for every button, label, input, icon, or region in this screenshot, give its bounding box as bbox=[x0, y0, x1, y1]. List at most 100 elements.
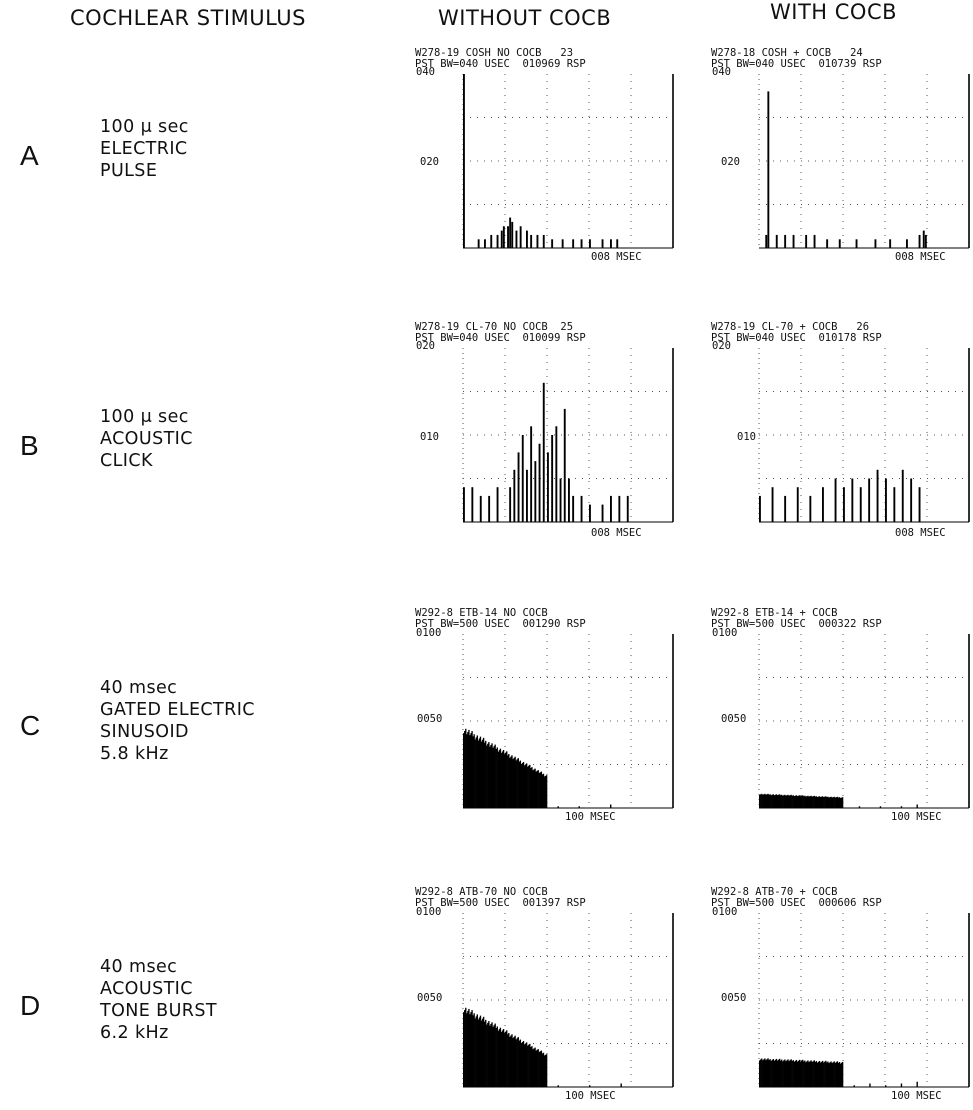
histogram-bar bbox=[559, 478, 562, 522]
histogram-bar bbox=[519, 760, 522, 808]
histogram-bar bbox=[536, 234, 539, 248]
histogram-bar bbox=[803, 1061, 805, 1087]
histogram-bar bbox=[484, 742, 486, 808]
histogram-bar bbox=[484, 1021, 486, 1087]
histogram-bar bbox=[536, 770, 538, 808]
histogram-bar bbox=[761, 1058, 763, 1087]
histogram-bar bbox=[479, 495, 482, 522]
histogram-bar bbox=[536, 1049, 538, 1087]
histogram-bar bbox=[767, 1058, 769, 1087]
histogram-bar bbox=[782, 795, 784, 808]
histogram-bar bbox=[825, 796, 827, 808]
histogram-bar bbox=[776, 1060, 779, 1087]
stimulus-d-line: TONE BURST bbox=[100, 1001, 217, 1021]
panel-header: W292-8 ETB-14 + COCB PST BW=500 USEC 000… bbox=[711, 607, 882, 630]
histogram-bar bbox=[791, 1060, 793, 1087]
histogram-bar bbox=[796, 796, 799, 808]
histogram-bar bbox=[765, 234, 768, 248]
histogram-bar bbox=[503, 1033, 506, 1087]
histogram-bar bbox=[766, 1059, 768, 1087]
histogram-bar bbox=[521, 1041, 524, 1087]
stimulus-a-line: 100 μ sec bbox=[100, 117, 189, 137]
panel-header: W278-18 COSH + COCB 24 PST BW=040 USEC 0… bbox=[711, 47, 882, 70]
stimulus-b-line: 100 μ sec bbox=[100, 407, 189, 427]
histogram-bar bbox=[524, 1043, 527, 1087]
histogram-bar bbox=[494, 1023, 496, 1087]
histogram-bar bbox=[763, 794, 765, 808]
histogram-bar bbox=[474, 1018, 476, 1087]
histogram-bar bbox=[484, 239, 486, 248]
histogram-bar bbox=[820, 796, 823, 808]
histogram-bar bbox=[589, 239, 591, 248]
histogram-bar bbox=[506, 1030, 508, 1087]
histogram-bar bbox=[498, 750, 501, 808]
histogram-bar bbox=[464, 730, 466, 808]
histogram-bar bbox=[551, 239, 554, 248]
histogram-bar bbox=[770, 795, 772, 808]
stimulus-a: 100 μ sec ELECTRIC PULSE bbox=[100, 116, 189, 182]
histogram-bar bbox=[773, 795, 776, 808]
histogram-bar bbox=[841, 1061, 844, 1087]
histogram-bar bbox=[776, 795, 779, 808]
histogram-bar bbox=[759, 1060, 761, 1087]
histogram-panel-c-without: W292-8 ETB-14 NO COCB PST BW=500 USEC 00… bbox=[415, 608, 675, 826]
histogram-bar bbox=[479, 1015, 482, 1087]
histogram-bar bbox=[839, 1063, 842, 1087]
histogram-bar bbox=[841, 797, 844, 808]
histogram-bar bbox=[822, 1060, 824, 1087]
histogram-bar bbox=[572, 495, 575, 522]
histogram-bar bbox=[792, 1060, 794, 1087]
histogram-bar bbox=[797, 795, 800, 808]
histogram-bar bbox=[770, 1060, 772, 1087]
stimulus-c-line: SINUSOID bbox=[100, 722, 189, 742]
histogram-bar bbox=[501, 751, 504, 808]
histogram-bar bbox=[784, 495, 787, 522]
histogram-bar bbox=[543, 1055, 546, 1087]
histogram-bar bbox=[784, 234, 787, 248]
histogram-bar bbox=[499, 748, 502, 808]
histogram-bar bbox=[521, 435, 524, 522]
stimulus-c-line: GATED ELECTRIC bbox=[100, 700, 255, 720]
histogram-bar bbox=[476, 735, 478, 808]
histogram-bar bbox=[531, 1046, 533, 1087]
histogram-bar bbox=[578, 806, 580, 808]
histogram-bar bbox=[510, 1035, 512, 1087]
histogram-bar bbox=[781, 794, 783, 808]
histogram-bar bbox=[505, 752, 507, 808]
histogram-bar bbox=[532, 1049, 534, 1087]
histogram-bar bbox=[545, 1054, 548, 1087]
histogram-bar bbox=[784, 1059, 786, 1087]
histogram-bar bbox=[788, 795, 790, 808]
histogram-bar bbox=[885, 478, 887, 522]
histogram-bar bbox=[500, 1031, 503, 1087]
histogram-bar bbox=[876, 469, 879, 522]
histogram-bar bbox=[819, 797, 822, 808]
histogram-bar bbox=[528, 765, 530, 808]
stimulus-a-line: ELECTRIC bbox=[100, 139, 188, 159]
histogram-bar bbox=[900, 806, 903, 808]
histogram-bar bbox=[542, 773, 545, 808]
x-axis-label: 100 MSEC bbox=[891, 1090, 942, 1102]
histogram-bar bbox=[763, 1059, 765, 1087]
histogram-bar bbox=[782, 1061, 784, 1087]
histogram-bar bbox=[839, 797, 842, 808]
histogram-bar bbox=[523, 1044, 526, 1087]
histogram-bar bbox=[544, 775, 547, 808]
histogram-bar bbox=[810, 795, 812, 808]
histogram-bar bbox=[829, 797, 831, 808]
x-axis-label: 008 MSEC bbox=[895, 527, 946, 539]
histogram-bar bbox=[538, 443, 541, 522]
histogram-bar bbox=[793, 1061, 795, 1087]
histogram-plot bbox=[758, 634, 970, 809]
histogram-bar bbox=[534, 461, 537, 522]
histogram-bar bbox=[824, 1061, 826, 1087]
y-mid-tick: 0050 bbox=[721, 713, 747, 725]
histogram-bar bbox=[486, 745, 488, 808]
stimulus-c-line: 40 msec bbox=[100, 678, 178, 698]
histogram-bar bbox=[469, 735, 471, 808]
y-mid-tick: 010 bbox=[737, 431, 756, 443]
stimulus-b-line: ACOUSTIC bbox=[100, 429, 193, 449]
histogram-bar bbox=[809, 796, 811, 808]
histogram-bar bbox=[786, 795, 788, 808]
histogram-bar bbox=[485, 1019, 487, 1087]
